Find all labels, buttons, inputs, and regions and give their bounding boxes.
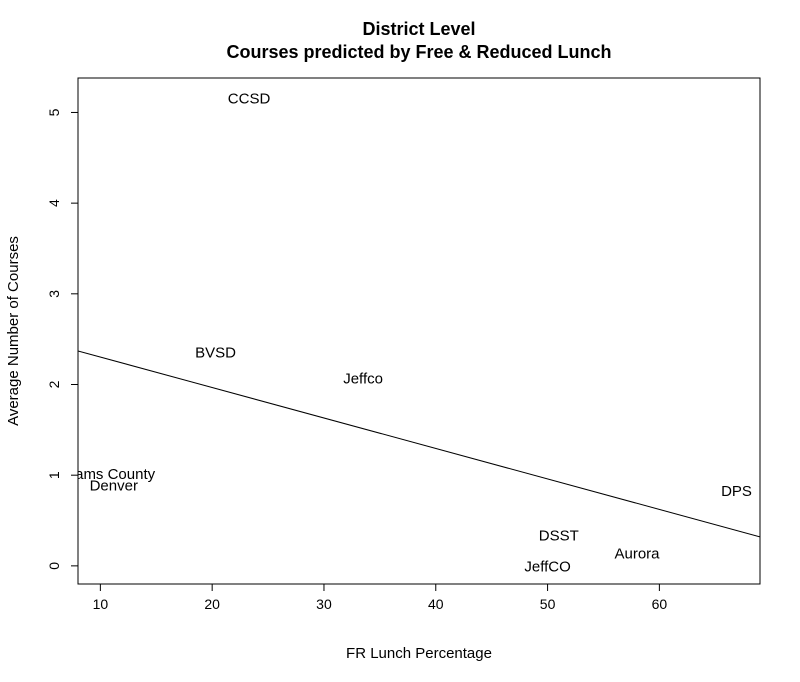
x-tick-label: 20 bbox=[204, 596, 220, 612]
y-tick-label: 4 bbox=[46, 199, 62, 207]
point-label: DSST bbox=[539, 527, 579, 544]
x-axis-label: FR Lunch Percentage bbox=[346, 645, 492, 662]
x-tick-label: 40 bbox=[428, 596, 444, 612]
chart-subtitle: Courses predicted by Free & Reduced Lunc… bbox=[226, 42, 611, 62]
y-tick-label: 1 bbox=[46, 471, 62, 479]
y-axis-label: Average Number of Courses bbox=[5, 236, 22, 426]
y-axis: 0 1 2 3 4 5 bbox=[46, 108, 79, 570]
chart-title: District Level bbox=[362, 19, 475, 39]
y-tick-label: 2 bbox=[46, 380, 62, 388]
point-label: Aurora bbox=[615, 546, 661, 563]
x-tick-label: 30 bbox=[316, 596, 332, 612]
y-tick-label: 3 bbox=[46, 290, 62, 298]
point-label: Jeffco bbox=[343, 371, 383, 388]
point-label: BVSD bbox=[195, 344, 236, 361]
point-label: JeffCO bbox=[524, 558, 570, 575]
point-label: DPS bbox=[721, 483, 752, 500]
x-axis: 10 20 30 40 50 60 bbox=[93, 583, 668, 612]
x-tick-label: 50 bbox=[540, 596, 556, 612]
y-tick-label: 5 bbox=[46, 108, 62, 116]
point-label: CCSD bbox=[228, 90, 271, 107]
point-label: Denver bbox=[90, 478, 138, 495]
regression-line bbox=[78, 350, 760, 538]
plot-frame bbox=[77, 77, 761, 585]
x-tick-label: 10 bbox=[93, 596, 109, 612]
point-label: Adams County bbox=[57, 466, 156, 483]
x-tick-label: 60 bbox=[652, 596, 668, 612]
y-tick-label: 0 bbox=[46, 562, 62, 570]
